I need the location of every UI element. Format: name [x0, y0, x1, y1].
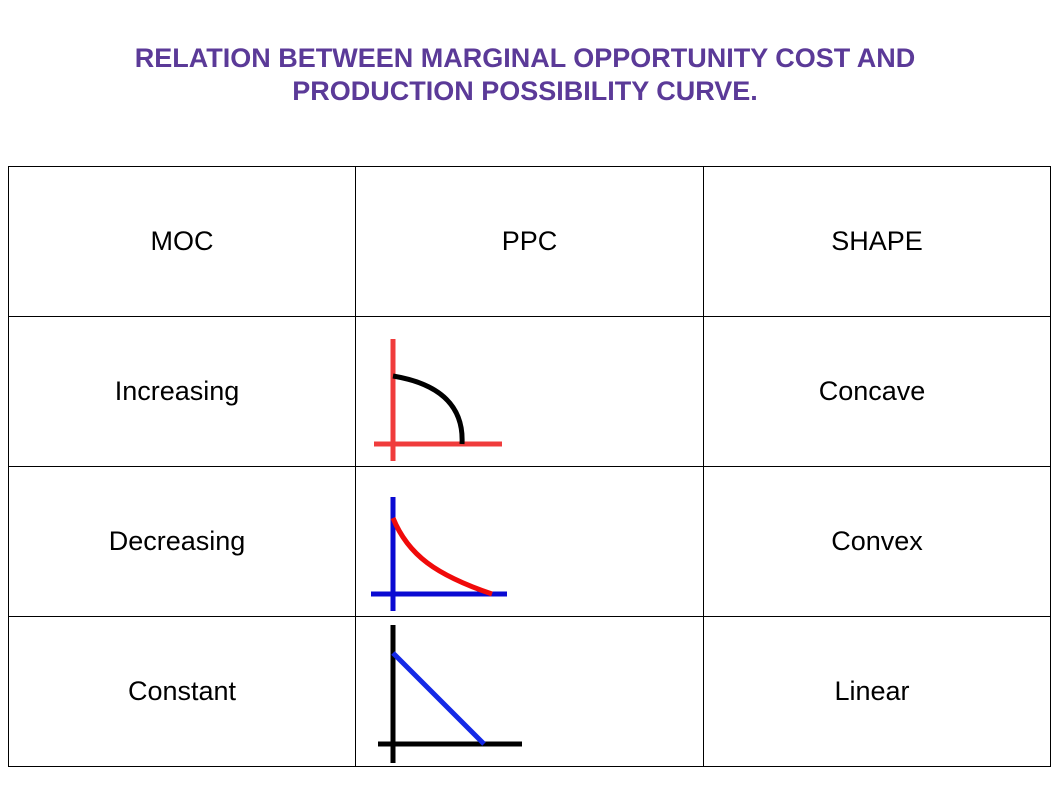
- convex-curve-icon: [371, 497, 507, 611]
- table-row: Decreasing Convex: [8, 466, 1051, 617]
- title-line-1: RELATION BETWEEN MARGINAL OPPORTUNITY CO…: [134, 43, 916, 73]
- ppc-curve: [391, 651, 486, 746]
- moc-value: Increasing: [114, 376, 240, 406]
- ppc-cell: [355, 466, 704, 617]
- moc-ppc-table: MOC PPC SHAPE Increasing Concave Decreas…: [8, 166, 1051, 767]
- ppc-cell: [355, 616, 704, 767]
- shape-value: Linear: [834, 676, 910, 706]
- table-row: Constant Linear: [8, 616, 1051, 767]
- ppc-cell: [355, 316, 704, 467]
- table-header-row: MOC PPC SHAPE: [8, 166, 1051, 317]
- header-shape: SHAPE: [703, 166, 1051, 317]
- concave-curve-icon: [374, 339, 502, 461]
- ppc-curve: [392, 373, 465, 445]
- moc-cell: Increasing: [8, 316, 356, 467]
- shape-cell: Linear: [703, 616, 1051, 767]
- title-line-2: PRODUCTION POSSIBILITY CURVE.: [292, 76, 758, 106]
- shape-cell: Concave: [703, 316, 1051, 467]
- moc-cell: Decreasing: [8, 466, 356, 617]
- page-title: RELATION BETWEEN MARGINAL OPPORTUNITY CO…: [0, 42, 1050, 108]
- header-shape-label: SHAPE: [831, 226, 923, 256]
- header-moc-label: MOC: [150, 226, 214, 256]
- header-ppc-label: PPC: [501, 226, 558, 256]
- shape-value: Concave: [818, 376, 926, 406]
- table-row: Increasing Concave: [8, 316, 1051, 467]
- ppc-curve: [390, 517, 493, 597]
- shape-cell: Convex: [703, 466, 1051, 617]
- header-moc: MOC: [8, 166, 356, 317]
- moc-cell: Constant: [8, 616, 356, 767]
- header-ppc: PPC: [355, 166, 704, 317]
- moc-value: Decreasing: [108, 526, 246, 556]
- shape-value: Convex: [831, 526, 923, 556]
- linear-curve-icon: [378, 625, 522, 763]
- moc-value: Constant: [127, 676, 237, 706]
